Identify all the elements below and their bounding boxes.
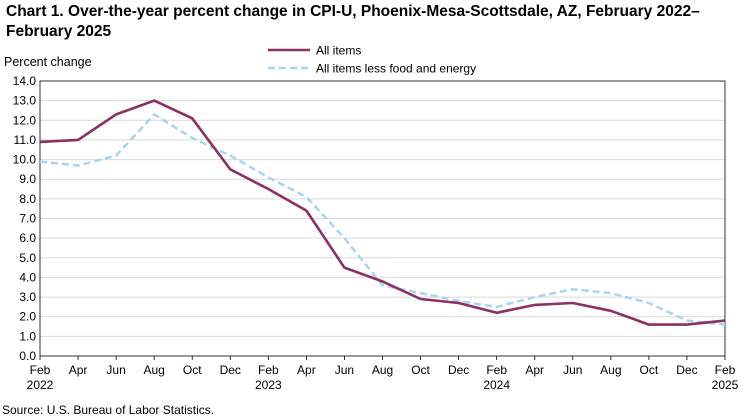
y-tick-label: 12.0: [13, 113, 37, 127]
x-tick-label: Apr: [525, 363, 544, 377]
y-tick-label: 0.0: [19, 349, 36, 363]
x-tick-label: Feb: [486, 363, 507, 377]
x-tick-label: Oct: [183, 363, 202, 377]
x-tick-label: Apr: [297, 363, 316, 377]
x-tick-year-label: 2024: [483, 378, 510, 392]
series-line-all-items: [39, 99, 726, 326]
legend-label: All items less food and energy: [316, 62, 476, 76]
y-tick-label: 6.0: [19, 231, 36, 245]
x-tick-label: Oct: [411, 363, 430, 377]
x-tick-label: Aug: [372, 363, 393, 377]
y-tick-label: 4.0: [19, 270, 36, 284]
legend-label: All items: [316, 44, 361, 58]
y-tick-label: 11.0: [14, 133, 37, 147]
y-tick-label: 14.0: [13, 74, 37, 88]
series-lines: [39, 99, 726, 326]
y-tick-label: 8.0: [19, 192, 36, 206]
series-line-all-items-less-food-and-energy: [39, 113, 726, 326]
legend: All items All items less food and energy: [268, 44, 476, 76]
x-tick-label: Jun: [335, 363, 354, 377]
source-note: Source: U.S. Bureau of Labor Statistics.: [2, 403, 215, 417]
y-axis-ticks: 0.0 1.0 2.0 3.0 4.0 5.0 6.0 7.0 8.0 9.0 10.0 11.0 12…: [13, 74, 37, 363]
gridlines: [40, 100, 725, 337]
x-tick-year-label: 2023: [255, 378, 282, 392]
x-tick-label: Jun: [106, 363, 125, 377]
x-tick-label: Feb: [258, 363, 279, 377]
x-tick-label: Apr: [69, 363, 88, 377]
x-tick-label: Jun: [563, 363, 582, 377]
x-tick-label: Oct: [640, 363, 659, 377]
x-tick-label: Feb: [30, 363, 51, 377]
x-tick-label: Dec: [448, 363, 469, 377]
chart-title: Chart 1. Over-the-year percent change in…: [6, 3, 700, 40]
x-tick-year-label: 2022: [27, 378, 54, 392]
y-tick-label: 7.0: [19, 212, 36, 226]
y-tick-label: 10.0: [13, 153, 37, 167]
x-tick-label: Dec: [220, 363, 241, 377]
x-tick-label: Aug: [600, 363, 621, 377]
y-tick-label: 5.0: [19, 251, 36, 265]
y-tick-label: 1.0: [19, 329, 36, 343]
x-tick-label: Feb: [715, 363, 736, 377]
x-tick-label: Aug: [143, 363, 164, 377]
x-tick-year-label: 2025: [712, 378, 739, 392]
y-tick-label: 3.0: [19, 290, 36, 304]
y-tick-label: 13.0: [13, 94, 37, 108]
y-axis-label: Percent change: [4, 55, 92, 69]
x-tick-label: Dec: [676, 363, 697, 377]
y-tick-label: 9.0: [19, 172, 36, 186]
y-tick-label: 2.0: [19, 310, 36, 324]
